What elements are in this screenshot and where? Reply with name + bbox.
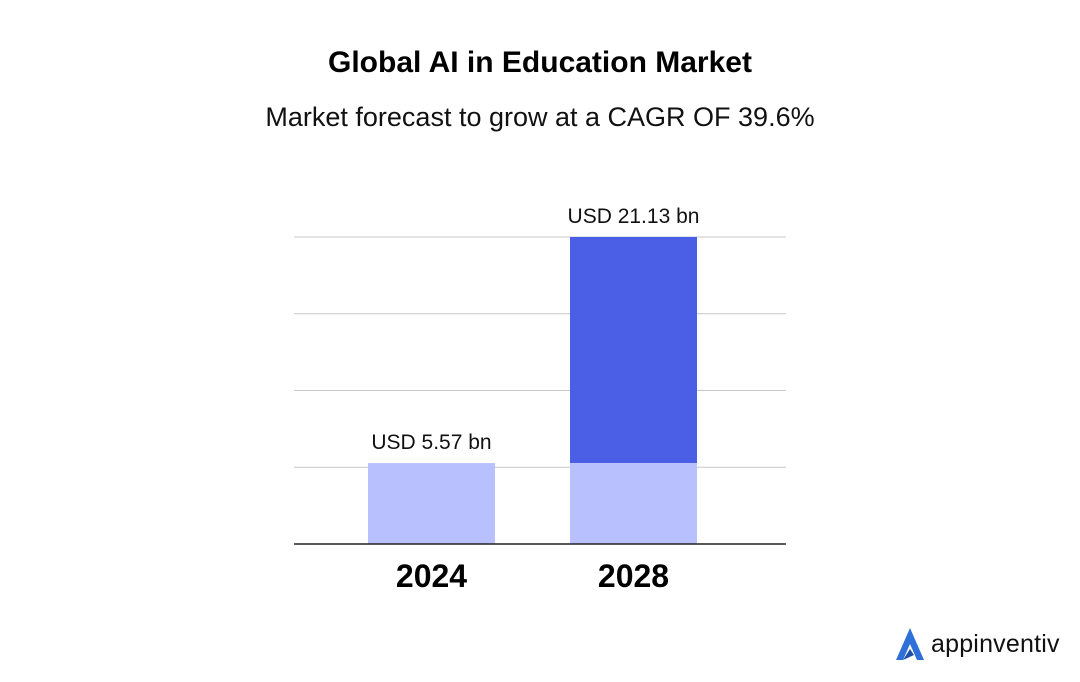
chart-title: Global AI in Education Market <box>328 46 752 79</box>
x-tick-label-2028: 2028 <box>598 558 669 594</box>
bar-2028-growth <box>570 237 697 464</box>
brand-logo: appinventiv <box>893 624 1060 664</box>
logo-text: appinventiv <box>931 629 1060 658</box>
chart-subtitle: Market forecast to grow at a CAGR OF 39.… <box>265 102 815 132</box>
bar-2028 <box>570 463 697 544</box>
data-label-2024: USD 5.57 bn <box>371 431 491 454</box>
x-tick-label-2024: 2024 <box>396 558 467 594</box>
bars <box>368 237 697 544</box>
data-label-2028: USD 21.13 bn <box>568 205 700 228</box>
appinventiv-logo-icon <box>896 628 924 660</box>
bar-2024 <box>368 463 495 544</box>
data-labels: USD 5.57 bn 2024 USD 21.13 bn 2028 <box>371 205 699 594</box>
gridlines <box>294 236 786 468</box>
